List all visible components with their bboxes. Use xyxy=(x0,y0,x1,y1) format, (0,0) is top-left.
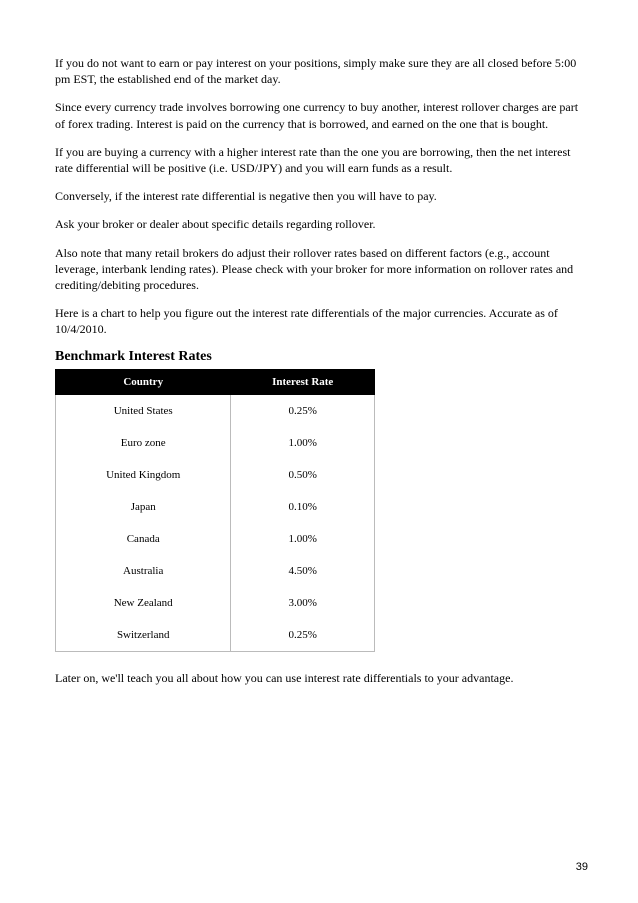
table-cell-country: Japan xyxy=(56,491,231,523)
table-row: Euro zone1.00% xyxy=(56,427,375,459)
table-row: New Zealand3.00% xyxy=(56,587,375,619)
table-cell-country: Canada xyxy=(56,523,231,555)
table-cell-country: Switzerland xyxy=(56,619,231,652)
table-cell-rate: 1.00% xyxy=(231,523,375,555)
table-row: United States0.25% xyxy=(56,395,375,428)
table-row: Switzerland0.25% xyxy=(56,619,375,652)
body-paragraph: If you do not want to earn or pay intere… xyxy=(55,55,588,87)
body-paragraph: Later on, we'll teach you all about how … xyxy=(55,670,588,686)
table-cell-rate: 0.25% xyxy=(231,619,375,652)
table-row: Japan0.10% xyxy=(56,491,375,523)
body-paragraph: Also note that many retail brokers do ad… xyxy=(55,245,588,294)
table-cell-rate: 4.50% xyxy=(231,555,375,587)
body-paragraph: Here is a chart to help you figure out t… xyxy=(55,305,588,337)
table-cell-rate: 0.50% xyxy=(231,459,375,491)
table-cell-country: Euro zone xyxy=(56,427,231,459)
table-header-row: Country Interest Rate xyxy=(56,370,375,395)
table-header-rate: Interest Rate xyxy=(231,370,375,395)
table-cell-country: United States xyxy=(56,395,231,428)
table-cell-rate: 3.00% xyxy=(231,587,375,619)
benchmark-rates-table: Country Interest Rate United States0.25%… xyxy=(55,369,375,652)
section-heading: Benchmark Interest Rates xyxy=(55,349,588,365)
body-paragraph: Since every currency trade involves borr… xyxy=(55,99,588,131)
table-row: United Kingdom0.50% xyxy=(56,459,375,491)
table-cell-country: United Kingdom xyxy=(56,459,231,491)
page-number: 39 xyxy=(576,861,588,873)
table-row: Canada1.00% xyxy=(56,523,375,555)
body-paragraph: If you are buying a currency with a high… xyxy=(55,144,588,176)
table-header-country: Country xyxy=(56,370,231,395)
body-paragraph: Conversely, if the interest rate differe… xyxy=(55,188,588,204)
table-cell-rate: 1.00% xyxy=(231,427,375,459)
table-cell-country: New Zealand xyxy=(56,587,231,619)
table-row: Australia4.50% xyxy=(56,555,375,587)
table-cell-rate: 0.10% xyxy=(231,491,375,523)
table-cell-rate: 0.25% xyxy=(231,395,375,428)
body-paragraph: Ask your broker or dealer about specific… xyxy=(55,216,588,232)
table-cell-country: Australia xyxy=(56,555,231,587)
